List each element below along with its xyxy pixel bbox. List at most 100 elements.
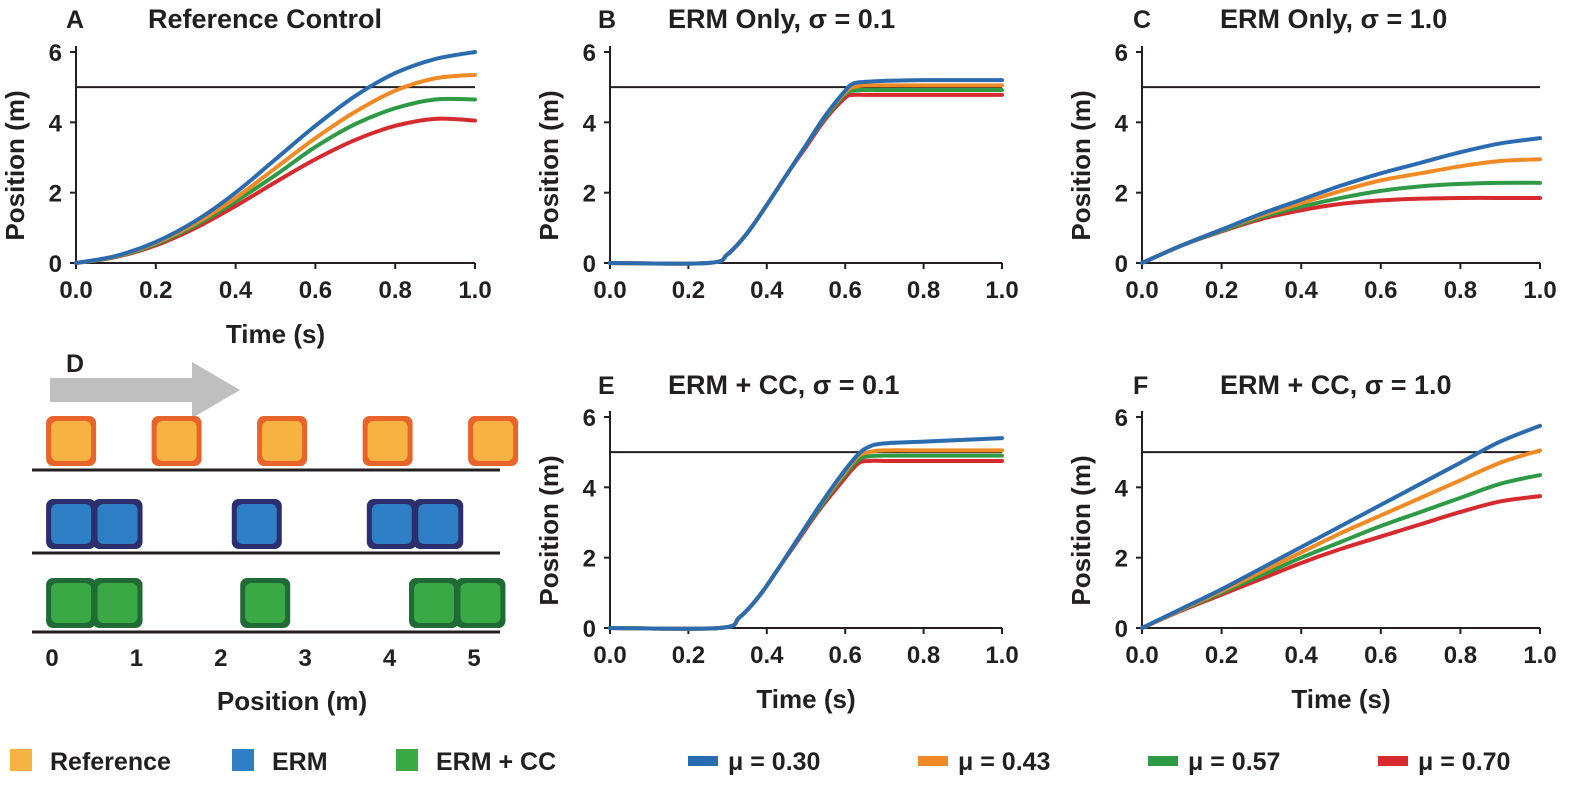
box-erm-inner xyxy=(418,504,459,544)
x-axis-label: Time (s) xyxy=(756,684,855,714)
x-tick-label: 0.2 xyxy=(139,277,172,304)
x-tick-label: 0.4 xyxy=(750,277,784,304)
x-tick-label: 4 xyxy=(383,645,397,672)
legend-swatch xyxy=(232,749,254,771)
y-tick-label: 6 xyxy=(49,40,62,67)
series-line-mu-070 xyxy=(74,116,477,265)
y-axis-label: Position (m) xyxy=(1066,455,1096,605)
series-line-mu-030 xyxy=(74,50,477,265)
x-tick-label: 0.8 xyxy=(1444,277,1477,304)
panel-a: A Reference Control 0 2 4 6 0.0 0.2 0.4 0.6 0.8 1.0… xyxy=(0,4,492,349)
y-tick-label: 4 xyxy=(583,475,597,502)
legend-line-swatch xyxy=(918,756,948,766)
y-axis-label: Position (m) xyxy=(534,455,564,605)
x-tick-label: 0.2 xyxy=(1205,642,1238,669)
box-erm-inner xyxy=(51,504,92,544)
panel-letter: C xyxy=(1133,6,1151,34)
legend-swatch xyxy=(10,749,32,771)
legend-line-swatch xyxy=(1148,756,1178,766)
box-reference-inner xyxy=(51,421,92,461)
x-tick-label: 0.4 xyxy=(1285,277,1319,304)
legend-label: μ = 0.30 xyxy=(728,748,820,776)
y-tick-label: 0 xyxy=(1115,616,1128,643)
y-tick-label: 6 xyxy=(1115,40,1128,67)
series-line-mu-030 xyxy=(608,436,1004,631)
panel-letter: F xyxy=(1133,372,1148,400)
y-tick-label: 0 xyxy=(1115,251,1128,278)
box-erm-cc-inner xyxy=(414,583,455,623)
x-tick-label: 3 xyxy=(299,645,312,672)
series-line-mu-070 xyxy=(608,458,1004,631)
series-line-mu-030 xyxy=(1140,423,1542,630)
panel-title: ERM + CC, σ = 0.1 xyxy=(668,370,900,400)
x-tick-label: 0.6 xyxy=(299,277,332,304)
legend-label: μ = 0.57 xyxy=(1188,748,1280,776)
series-line-mu-057 xyxy=(1140,473,1542,630)
legend-label: ERM xyxy=(272,748,328,776)
x-tick-label: 0.8 xyxy=(907,277,940,304)
series-line-mu-043 xyxy=(608,83,1004,266)
y-tick-label: 6 xyxy=(1115,405,1128,432)
box-reference-inner xyxy=(262,421,303,461)
box-erm-inner xyxy=(97,504,138,544)
legend-label: Reference xyxy=(50,748,171,776)
x-tick-label: 0.0 xyxy=(1125,277,1158,304)
panel-title: ERM + CC, σ = 1.0 xyxy=(1220,370,1452,400)
panel-f: F ERM + CC, σ = 1.0 0 2 4 6 0.0 0.2 0.4 0.6 0.8 1.0… xyxy=(1066,370,1557,714)
x-tick-label: 2 xyxy=(214,645,227,672)
box-erm-cc-inner xyxy=(51,583,92,623)
x-tick-label: 0.0 xyxy=(593,277,626,304)
x-tick-label: 0.2 xyxy=(672,277,705,304)
x-tick-label: 0.0 xyxy=(593,642,626,669)
box-erm-cc-inner xyxy=(460,583,501,623)
x-tick-label: 1.0 xyxy=(1523,642,1556,669)
y-tick-label: 6 xyxy=(583,40,596,67)
series-line-mu-057 xyxy=(608,87,1004,266)
box-reference-inner xyxy=(473,421,514,461)
x-tick-label: 0.4 xyxy=(750,642,784,669)
x-tick-label: 0.2 xyxy=(672,642,705,669)
x-tick-label: 0.8 xyxy=(907,642,940,669)
series-line-mu-057 xyxy=(608,453,1004,631)
x-tick-label: 0 xyxy=(45,645,58,672)
y-axis-label: Position (m) xyxy=(1066,90,1096,240)
y-tick-label: 2 xyxy=(583,546,596,573)
y-tick-label: 0 xyxy=(583,616,596,643)
y-tick-label: 0 xyxy=(583,251,596,278)
x-axis-label: Time (s) xyxy=(226,319,325,349)
y-tick-label: 4 xyxy=(583,110,597,137)
legend-line-swatch xyxy=(688,756,718,766)
panel-letter: D xyxy=(66,350,84,378)
x-tick-label: 1.0 xyxy=(985,277,1018,304)
x-tick-label: 0.8 xyxy=(379,277,412,304)
legend: Reference ERM ERM + CC μ = 0.30 μ = 0.43 μ = … xyxy=(10,748,1510,776)
series-line-mu-070 xyxy=(608,92,1004,266)
x-tick-label: 0.6 xyxy=(829,277,862,304)
y-tick-label: 2 xyxy=(583,181,596,208)
panel-title: Reference Control xyxy=(148,4,382,34)
box-erm-cc-inner xyxy=(245,583,286,623)
y-tick-label: 0 xyxy=(49,251,62,278)
panel-letter: E xyxy=(598,372,615,400)
legend-label: μ = 0.70 xyxy=(1418,748,1510,776)
series-line-mu-070 xyxy=(1140,195,1542,265)
series-line-mu-043 xyxy=(1140,448,1542,630)
direction-arrow xyxy=(50,362,240,418)
box-reference-inner xyxy=(156,421,197,461)
x-axis-label: Position (m) xyxy=(217,686,367,716)
x-tick-label: 0.0 xyxy=(59,277,92,304)
series-line-mu-030 xyxy=(1140,136,1542,265)
x-tick-label: 1 xyxy=(130,645,143,672)
x-tick-label: 5 xyxy=(467,645,480,672)
series-line-mu-043 xyxy=(1140,157,1542,265)
x-tick-label: 0.8 xyxy=(1444,642,1477,669)
legend-swatch xyxy=(396,749,418,771)
y-axis-label: Position (m) xyxy=(0,90,30,240)
y-tick-label: 2 xyxy=(1115,546,1128,573)
y-tick-label: 4 xyxy=(1115,110,1129,137)
x-tick-label: 1.0 xyxy=(1523,277,1556,304)
box-erm-inner xyxy=(236,504,277,544)
box-reference-inner xyxy=(367,421,408,461)
legend-line-swatch xyxy=(1378,756,1408,766)
